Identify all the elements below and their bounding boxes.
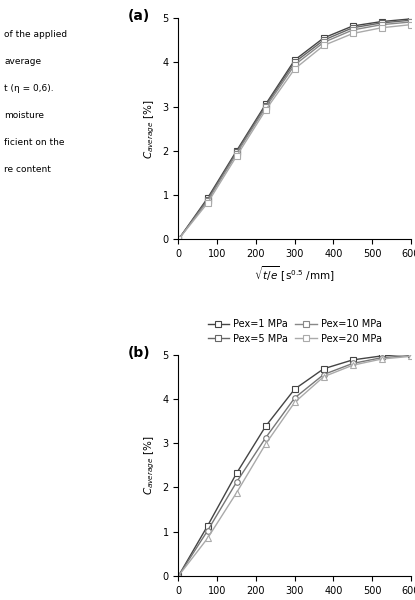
Pex=20 MPa (379, 24, 384, 31)
Text: (a): (a) (127, 9, 149, 23)
Pex=20 MPa (234, 152, 239, 160)
Pex=1 MPa (176, 236, 181, 243)
Pex=1 MPa (263, 101, 268, 108)
η=0 (234, 470, 239, 477)
Line: η=0: η=0 (176, 351, 414, 579)
η=0 (176, 572, 181, 580)
Pex=20 MPa (263, 107, 268, 114)
Y-axis label: $C_{average}$ [%]: $C_{average}$ [%] (142, 99, 157, 158)
Pex=20 MPa (292, 65, 297, 73)
η=0,6 (176, 572, 181, 580)
Pex=1 MPa (321, 34, 326, 41)
Line: Pex=10 MPa: Pex=10 MPa (176, 19, 414, 242)
Pex=5 MPa (205, 196, 210, 203)
η=1 (321, 373, 326, 380)
Pex=5 MPa (321, 37, 326, 44)
Pex=5 MPa (263, 102, 268, 109)
Pex=5 MPa (379, 19, 384, 26)
η=0,6 (234, 479, 239, 486)
Pex=1 MPa (205, 194, 210, 202)
η=0,6 (408, 352, 413, 359)
Line: η=1: η=1 (176, 353, 414, 579)
Pex=5 MPa (234, 149, 239, 156)
η=0 (408, 350, 413, 357)
Pex=20 MPa (321, 42, 326, 49)
Pex=10 MPa (205, 197, 210, 205)
Y-axis label: $C_{average}$ [%]: $C_{average}$ [%] (142, 436, 157, 495)
η=1 (350, 362, 355, 369)
Pex=5 MPa (408, 17, 413, 24)
η=0,6 (263, 434, 268, 442)
Pex=20 MPa (350, 30, 355, 37)
Pex=1 MPa (234, 147, 239, 154)
X-axis label: $\sqrt{t/e}$ [s$^{0.5}$ /mm]: $\sqrt{t/e}$ [s$^{0.5}$ /mm] (254, 265, 335, 284)
η=0,6 (321, 371, 326, 378)
Pex=20 MPa (408, 21, 413, 28)
Pex=10 MPa (321, 39, 326, 46)
Pex=10 MPa (263, 104, 268, 111)
Pex=5 MPa (350, 24, 355, 31)
η=0 (321, 365, 326, 373)
Pex=5 MPa (292, 59, 297, 66)
Pex=10 MPa (234, 150, 239, 157)
Text: of the applied: of the applied (4, 30, 67, 39)
Pex=10 MPa (379, 21, 384, 28)
η=1 (234, 489, 239, 496)
η=1 (263, 440, 268, 448)
Line: Pex=20 MPa: Pex=20 MPa (176, 22, 414, 242)
Pex=10 MPa (350, 26, 355, 34)
η=0,6 (205, 527, 210, 535)
Pex=10 MPa (176, 236, 181, 243)
Text: (b): (b) (127, 346, 150, 360)
Line: Pex=1 MPa: Pex=1 MPa (176, 16, 414, 242)
η=0,6 (350, 360, 355, 367)
Pex=1 MPa (379, 18, 384, 25)
Text: moisture: moisture (4, 111, 44, 120)
η=0 (263, 423, 268, 430)
η=0 (205, 523, 210, 530)
Pex=10 MPa (408, 19, 413, 26)
Line: Pex=5 MPa: Pex=5 MPa (176, 17, 414, 242)
Text: average: average (4, 57, 41, 66)
η=0,6 (292, 394, 297, 401)
Pex=20 MPa (176, 236, 181, 243)
η=0 (292, 386, 297, 393)
η=1 (292, 399, 297, 406)
η=1 (408, 353, 413, 360)
η=1 (379, 355, 384, 362)
η=0,6 (379, 354, 384, 361)
Text: ficient on the: ficient on the (4, 138, 65, 147)
Pex=1 MPa (350, 22, 355, 29)
η=1 (176, 572, 181, 580)
Pex=5 MPa (176, 236, 181, 243)
η=1 (205, 535, 210, 542)
Legend: Pex=1 MPa, Pex=5 MPa, Pex=10 MPa, Pex=20 MPa: Pex=1 MPa, Pex=5 MPa, Pex=10 MPa, Pex=20… (204, 315, 386, 348)
Text: t (η = 0,6).: t (η = 0,6). (4, 84, 54, 93)
Line: η=0,6: η=0,6 (176, 353, 414, 579)
Pex=1 MPa (292, 56, 297, 64)
η=0 (350, 356, 355, 364)
η=0 (379, 352, 384, 359)
Pex=1 MPa (408, 15, 413, 22)
Pex=10 MPa (292, 61, 297, 68)
Pex=20 MPa (205, 200, 210, 207)
Text: re content: re content (4, 165, 51, 174)
